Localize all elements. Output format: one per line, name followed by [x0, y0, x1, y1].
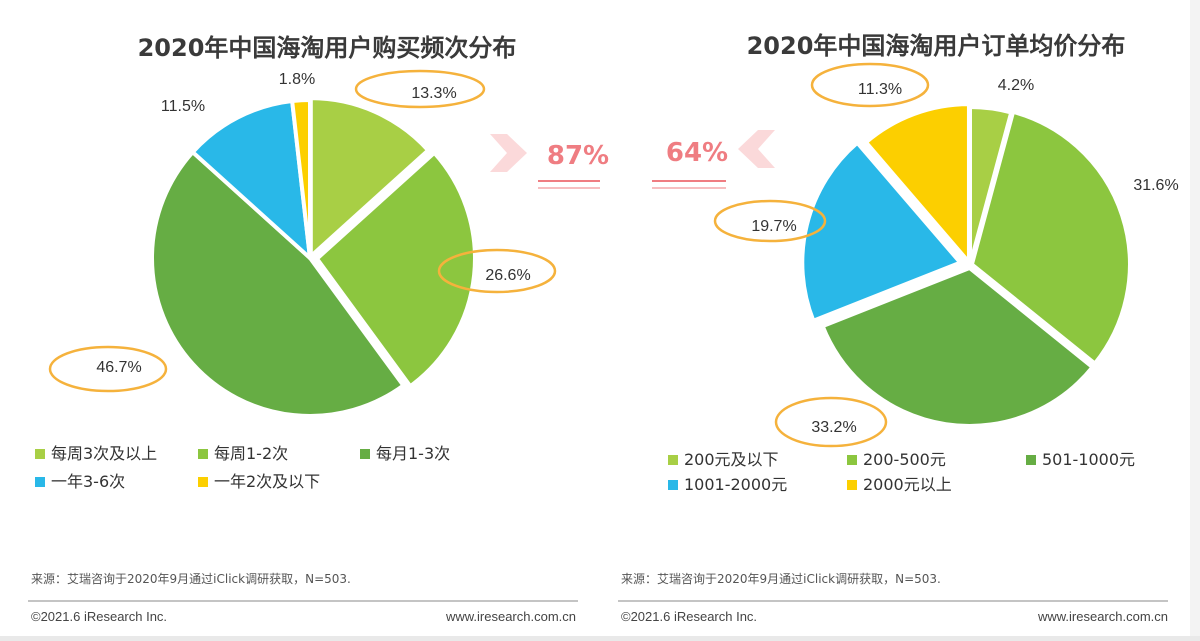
legend-label-1001-2000: 1001-2000元	[684, 475, 787, 494]
slice-label-501-1000: 33.2%	[811, 419, 856, 436]
highlight-ring	[437, 248, 557, 294]
highlight-ring	[354, 69, 486, 109]
legend-label-200-below: 200元及以下	[684, 450, 779, 469]
pie-slice-1001-2000	[800, 140, 963, 323]
left-pie-chart	[150, 96, 477, 418]
arrow-left-icon	[738, 130, 775, 168]
legend-label-2000-plus: 2000元以上	[863, 475, 952, 494]
slice-label-1001-2000: 19.7%	[751, 218, 796, 235]
right-callout: 64%	[652, 130, 775, 189]
slice-label-2000-plus: 11.3%	[858, 81, 902, 98]
right-legend: 200元及以下 200-500元 501-1000元 1001-2000元 2000元以…	[668, 450, 1135, 494]
left-chart-title: 2020年中国海淘用户购买频次分布	[138, 34, 517, 62]
legend-label-yearly-3-6: 一年3-6次	[51, 472, 125, 491]
right-chart-title: 2020年中国海淘用户订单均价分布	[747, 32, 1126, 60]
source-note-left: 来源：艾瑞咨询于2020年9月通过iClick调研获取，N=503.	[31, 571, 351, 586]
left-pie-labels: 13.3% 26.6% 46.7% 11.5% 1.8%	[48, 69, 557, 393]
source-note-right: 来源：艾瑞咨询于2020年9月通过iClick调研获取，N=503.	[621, 571, 941, 586]
pie-slice-weekly-1-2	[314, 150, 477, 389]
legend-swatch-501-1000	[1026, 455, 1036, 465]
highlight-ring	[774, 396, 888, 448]
pie-slice-501-1000	[820, 265, 1095, 428]
slice-label-200-below: 4.2%	[998, 77, 1034, 94]
legend-label-yearly-2-less: 一年2次及以下	[214, 472, 320, 491]
legend-swatch-weekly-3-plus	[35, 449, 45, 459]
highlight-ring	[810, 62, 930, 108]
callout-87-percent: 87%	[547, 141, 609, 171]
slice-label-monthly-1-3: 46.7%	[96, 359, 141, 376]
legend-swatch-yearly-2-less	[198, 477, 208, 487]
callout-64-percent: 64%	[666, 138, 728, 168]
slice-label-yearly-3-6: 11.5%	[161, 98, 205, 115]
website-link-left[interactable]: www.iresearch.com.cn	[445, 609, 576, 624]
arrow-right-icon	[490, 134, 527, 172]
left-callout: 87%	[490, 134, 609, 189]
pie-slice-200-500	[969, 109, 1132, 366]
pie-slice-2000-plus	[863, 102, 971, 265]
legend-swatch-2000-plus	[847, 480, 857, 490]
legend-label-monthly-1-3: 每月1-3次	[376, 444, 450, 463]
legend-swatch-200-below	[668, 455, 678, 465]
slice-label-200-500: 31.6%	[1133, 177, 1178, 194]
legend-swatch-200-500	[847, 455, 857, 465]
copyright-left: ©2021.6 iResearch Inc.	[31, 609, 167, 624]
slice-label-weekly-1-2: 26.6%	[485, 267, 530, 284]
legend-label-weekly-3-plus: 每周3次及以上	[51, 444, 157, 463]
copyright-right: ©2021.6 iResearch Inc.	[621, 609, 757, 624]
website-link-right[interactable]: www.iresearch.com.cn	[1037, 609, 1168, 624]
legend-swatch-1001-2000	[668, 480, 678, 490]
highlight-ring	[713, 199, 827, 243]
bottom-edge-strip	[0, 636, 1200, 641]
pie-slice-monthly-1-3	[150, 150, 406, 418]
slice-label-weekly-3-plus: 13.3%	[411, 85, 456, 102]
legend-label-200-500: 200-500元	[863, 450, 946, 469]
right-edge-strip	[1190, 0, 1200, 641]
slice-label-yearly-2-less: 1.8%	[279, 71, 315, 88]
pie-slice-yearly-2-less	[290, 98, 312, 260]
legend-swatch-weekly-1-2	[198, 449, 208, 459]
right-pie-chart	[800, 102, 1132, 428]
legend-label-weekly-1-2: 每周1-2次	[214, 444, 288, 463]
pie-slice-weekly-3-plus	[308, 96, 431, 259]
legend-swatch-yearly-3-6	[35, 477, 45, 487]
legend-label-501-1000: 501-1000元	[1042, 450, 1135, 469]
right-pie-labels: 4.2% 31.6% 33.2% 19.7% 11.3%	[713, 62, 1179, 448]
legend-swatch-monthly-1-3	[360, 449, 370, 459]
pie-slice-yearly-3-6	[190, 99, 312, 260]
highlight-ring	[48, 345, 168, 393]
